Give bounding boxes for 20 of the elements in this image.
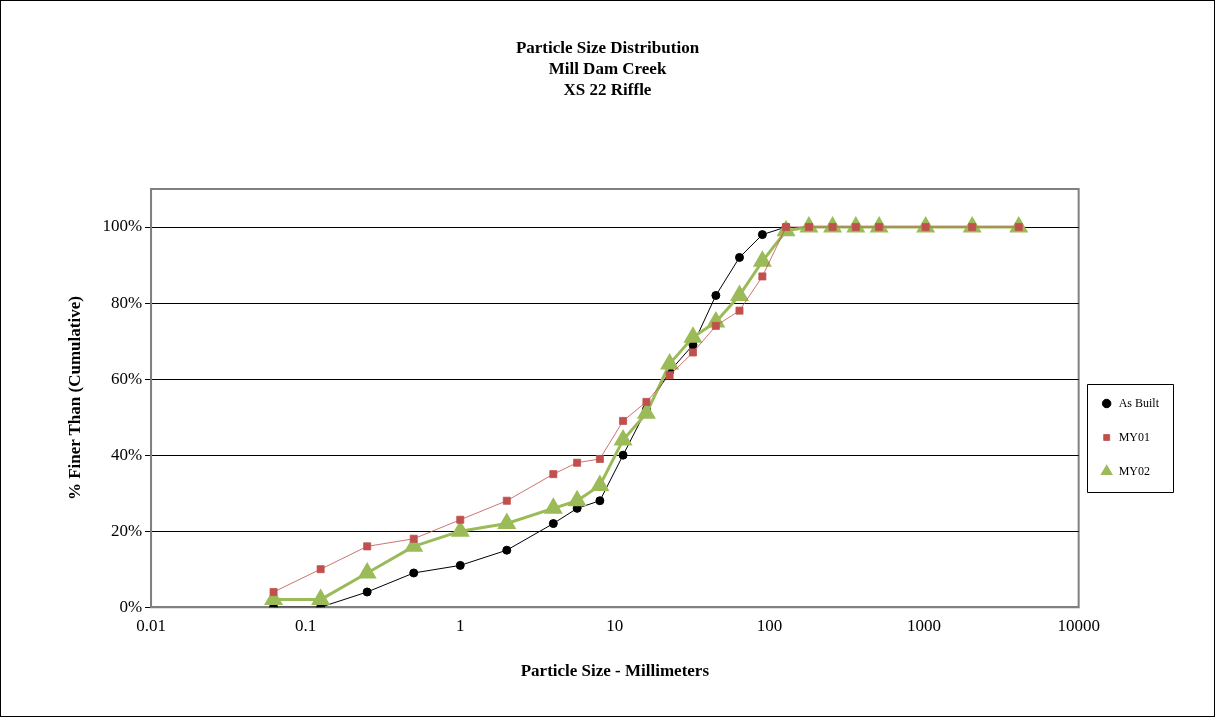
legend-label: MY01 (1118, 429, 1150, 444)
x-tick-label: 0.1 (295, 615, 317, 635)
x-tick-label: 10 (606, 615, 624, 635)
chart-title: Particle Size Distribution (514, 37, 701, 58)
y-tick-label: 40% (110, 444, 143, 464)
y-tick-label: 100% (102, 216, 143, 236)
legend-label: As Built (1118, 395, 1160, 410)
chart-subtitle: Mill Dam Creek XS 22 Riffle (547, 58, 668, 100)
x-tick-label: 10000 (1057, 615, 1100, 635)
x-tick-label: 100 (756, 615, 783, 635)
y-axis-title: % Finer Than (Cumulative) (64, 296, 84, 501)
legend-label: MY02 (1118, 463, 1150, 478)
x-tick-label: 1 (456, 615, 465, 635)
x-tick-label: 1000 (907, 615, 942, 635)
x-tick-label: 0.01 (136, 615, 166, 635)
y-tick-label: 0% (119, 596, 143, 616)
x-axis-title: Particle Size - Millimeters (520, 661, 710, 681)
y-tick-label: 20% (110, 520, 143, 540)
y-tick-label: 80% (110, 292, 143, 312)
y-tick-label: 60% (110, 368, 143, 388)
